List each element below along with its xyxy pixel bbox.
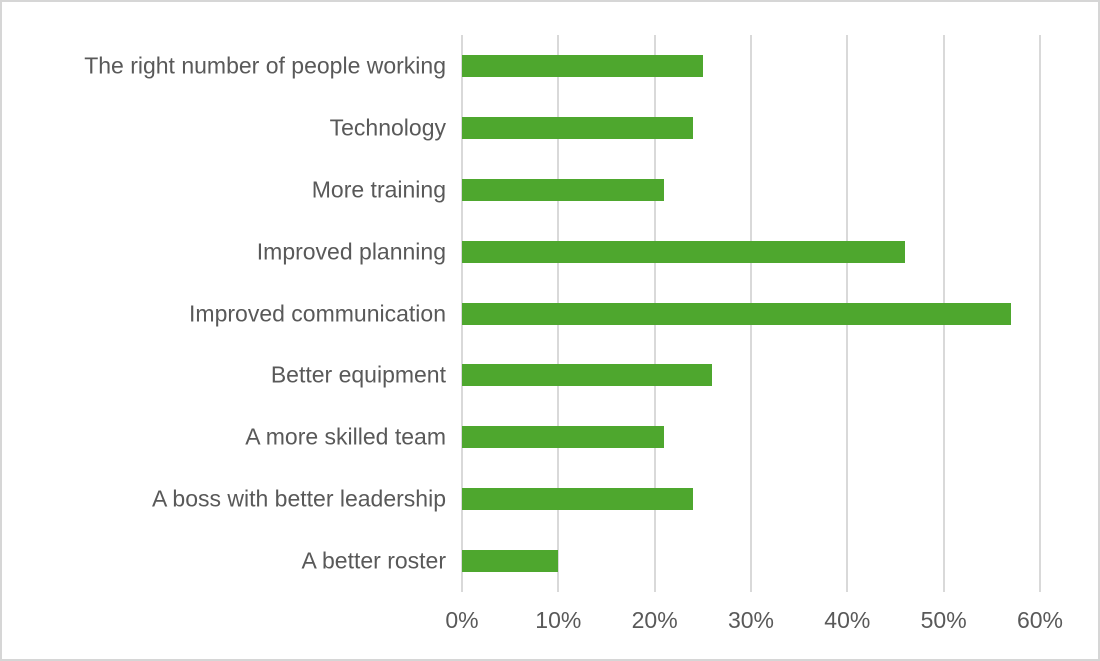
bar-2: [462, 178, 665, 201]
bar-6: [462, 426, 665, 449]
bar-8: [462, 550, 559, 573]
x-tick-label-1: 10%: [535, 607, 582, 633]
bar-3: [462, 240, 906, 263]
x-tick-label-4: 40%: [824, 607, 871, 633]
bar-5: [462, 364, 713, 387]
bar-7: [462, 488, 694, 511]
category-label-0: The right number of people working: [84, 52, 446, 79]
bar-0: [462, 54, 703, 77]
gridline: [1039, 35, 1041, 592]
x-tick-label-5: 50%: [920, 607, 967, 633]
x-tick-label-2: 20%: [631, 607, 678, 633]
x-tick-label-3: 30%: [727, 607, 775, 633]
plot-area: [461, 35, 1041, 592]
category-label-6: A more skilled team: [245, 423, 446, 450]
category-label-4: Improved communication: [189, 300, 446, 326]
category-label-1: Technology: [329, 114, 446, 141]
category-label-3: Improved planning: [256, 238, 446, 265]
bar-4: [462, 302, 1012, 325]
bar-1: [462, 116, 694, 139]
category-label-5: Better equipment: [270, 361, 446, 388]
category-label-7: A boss with better leadership: [151, 485, 446, 512]
category-label-8: A better roster: [301, 547, 446, 574]
x-tick-label-0: 0%: [445, 607, 479, 633]
category-label-2: More training: [311, 176, 446, 203]
x-tick-label-6: 60%: [1016, 607, 1064, 633]
